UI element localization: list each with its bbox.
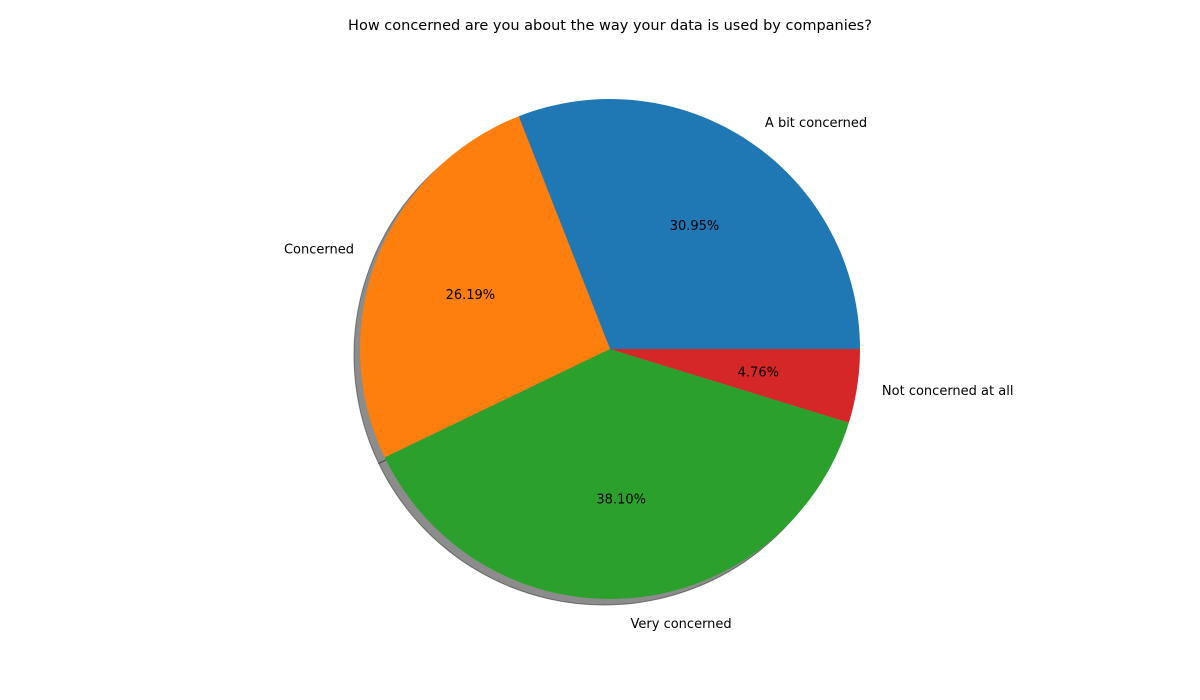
- pie-slices: [360, 98, 860, 600]
- slice-label-not-concerned-at-all: Not concerned at all: [882, 384, 1014, 399]
- slice-label-very-concerned: Very concerned: [631, 617, 732, 632]
- pie-slice-concerned: [360, 116, 610, 458]
- slice-percent-a-bit-concerned: 30.95%: [670, 219, 720, 234]
- slice-percent-not-concerned-at-all: 4.76%: [738, 365, 779, 380]
- pie-labels: A bit concerned 30.95% Concerned 26.19% Very…: [284, 116, 1013, 632]
- pie-slice-very-concerned: [384, 349, 849, 600]
- slice-label-a-bit-concerned: A bit concerned: [765, 116, 867, 131]
- pie-slice-not-concerned-at-all: [610, 349, 860, 423]
- slice-percent-concerned: 26.19%: [446, 288, 496, 303]
- slice-percent-very-concerned: 38.10%: [596, 493, 646, 508]
- pie-slice-a-bit-concerned: [518, 98, 860, 349]
- chart-title: How concerned are you about the way your…: [348, 18, 872, 34]
- slice-label-concerned: Concerned: [284, 242, 354, 257]
